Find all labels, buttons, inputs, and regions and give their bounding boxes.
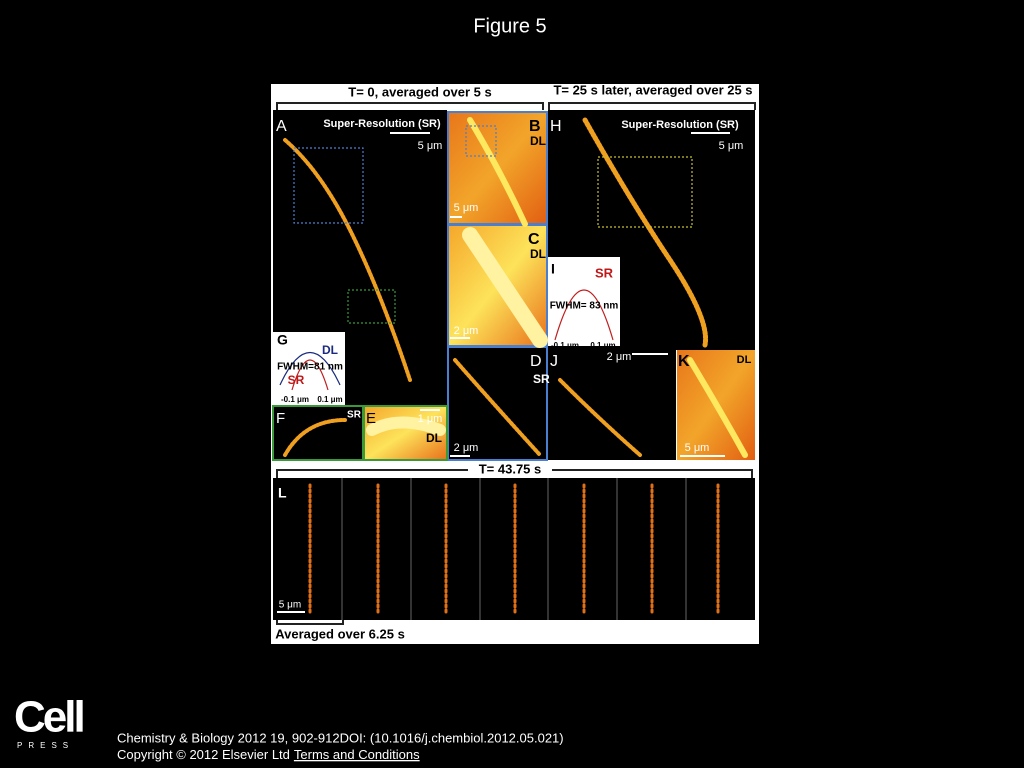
figure-label: 0.1 μm: [317, 395, 342, 404]
label-background: [468, 462, 552, 478]
roi-boxes: [293, 125, 693, 324]
figure-label: 5 μm: [418, 140, 443, 152]
figure-label: L: [278, 485, 287, 501]
figure-label: DL: [737, 354, 752, 366]
figure-label: SR: [288, 373, 305, 387]
profiles: [279, 289, 614, 391]
scale-bars: [277, 132, 730, 613]
figure-label: 5 μm: [454, 202, 479, 214]
figure-label: C: [528, 231, 540, 248]
figure-label: B: [529, 118, 541, 135]
figure-label: 0.1 μm: [590, 341, 615, 350]
figure-label: G: [277, 332, 288, 348]
footer: Cell PRESS Chemistry & Biology 2012 19, …: [14, 693, 564, 763]
panel-j: [548, 350, 676, 460]
logo: Cell: [14, 693, 83, 742]
figure-label: DL: [426, 431, 442, 445]
figure-label: FWHM=81 nm: [277, 362, 343, 373]
figure-label: T= 0, averaged over 5 s: [348, 84, 491, 99]
figure-label: -0.1 μm: [281, 395, 309, 404]
figure-label: 2 μm: [607, 351, 632, 363]
figure-label: 5 μm: [685, 442, 710, 454]
terms-link[interactable]: Terms and Conditions: [294, 747, 420, 762]
figure-label: 2 μm: [454, 442, 479, 454]
citation: Chemistry & Biology 2012 19, 902-912DOI:…: [117, 730, 564, 745]
figure-label: 2 μm: [454, 325, 479, 337]
inset-g: [273, 332, 345, 405]
figure-label: F: [276, 410, 285, 427]
figure-label: SR: [533, 372, 550, 386]
figure-label: A: [276, 118, 287, 135]
logo-sub: PRESS: [17, 741, 74, 750]
figure-label: SR: [347, 410, 362, 421]
figure-label: FWHM= 83 nm: [550, 301, 619, 312]
panel-d: [447, 346, 548, 461]
dendrites: [283, 117, 748, 617]
figure-label: K: [678, 353, 690, 370]
slide-title: Figure 5: [473, 15, 546, 37]
figure-label: 1 μm: [418, 413, 443, 425]
copyright-text: Copyright © 2012 Elsevier Ltd: [117, 747, 290, 762]
figure-label: DL: [530, 247, 546, 261]
figure-label: T= 25 s later, averaged over 25 s: [553, 82, 752, 97]
figure-label: DL: [322, 343, 338, 357]
strip-dividers: [341, 478, 687, 620]
figure-label: SR: [595, 265, 614, 280]
figure: T= 0, averaged over 5 s T= 25 s later, av…: [271, 82, 759, 644]
figure-label: -0.1 μm: [551, 341, 579, 350]
figure-label: H: [550, 118, 562, 135]
figure-label: DL: [530, 134, 546, 148]
inset-i: [548, 257, 620, 346]
figure-label: T= 43.75 s: [479, 461, 542, 476]
figure-label: 5 μm: [719, 140, 744, 152]
figure-label: 5 μm: [279, 600, 301, 611]
figure-labels: T= 0, averaged over 5 s T= 25 s later, av…: [275, 82, 752, 641]
copyright: Copyright © 2012 Elsevier Ltd Terms and C…: [117, 747, 420, 762]
figure-label: Super-Resolution (SR): [323, 118, 441, 130]
figure-label: Averaged over 6.25 s: [275, 626, 405, 641]
figure-label: E: [366, 410, 376, 427]
figure-label: J: [550, 353, 558, 370]
figure-label: I: [551, 261, 555, 277]
figure-label: Super-Resolution (SR): [621, 119, 739, 131]
figure-label: D: [530, 353, 542, 370]
